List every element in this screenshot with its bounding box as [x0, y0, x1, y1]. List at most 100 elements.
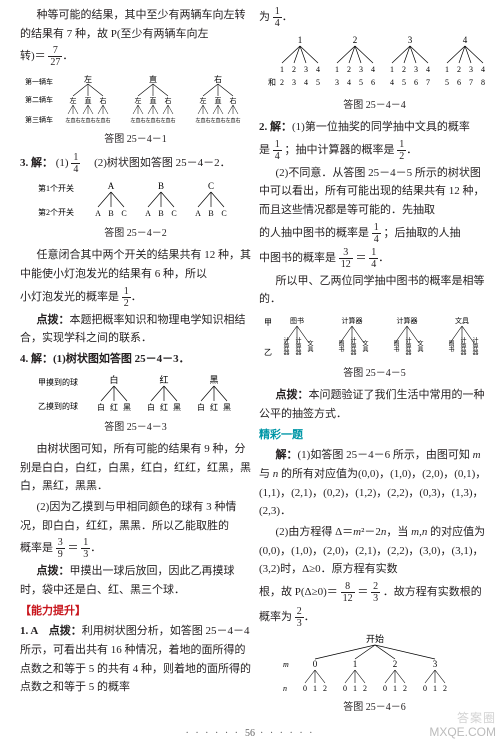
fraction: 12	[122, 286, 131, 309]
svg-text:图书: 图书	[447, 340, 454, 353]
svg-text:直: 直	[85, 96, 92, 105]
t: 的人抽中图书的概率是	[259, 227, 369, 239]
watermark: MXQE.COM	[429, 722, 496, 742]
svg-text:3: 3	[432, 659, 437, 669]
svg-text:2: 2	[392, 659, 397, 669]
page-number: 56	[245, 728, 255, 739]
fraction: 23	[371, 581, 380, 604]
svg-text:2: 2	[352, 35, 357, 45]
svg-text:2: 2	[403, 684, 407, 693]
text: 所以甲、乙两位同学抽中图书的概率是相等的．	[259, 272, 490, 309]
text: 任意闭合其中两个开关的结果共有 12 种，其中能使小灯泡发光的结果有 6 种，所…	[20, 246, 251, 283]
q1: 1. A 点拨：利用树状图分析，如答图 25－4－4 所示，可看出共有 16 种…	[20, 622, 251, 697]
svg-text:图书: 图书	[290, 316, 304, 325]
svg-text:7: 7	[469, 78, 473, 87]
caption: 答图 25－4－5	[259, 365, 490, 382]
t: 转)＝	[20, 50, 46, 62]
t: ．故方程有实数根的	[383, 586, 482, 598]
fraction: 14	[273, 6, 282, 29]
svg-text:红: 红	[210, 402, 218, 412]
text: 的人抽中图书的概率是 14 ；后抽取的人抽	[259, 222, 490, 245]
svg-text:计算器: 计算器	[282, 336, 289, 356]
svg-text:3: 3	[407, 35, 412, 45]
svg-text:C: C	[171, 209, 176, 218]
svg-text:1: 1	[297, 35, 302, 45]
fraction: 727	[48, 45, 62, 68]
svg-text:计算器: 计算器	[294, 336, 301, 356]
page-footer: · · · · · · 56 · · · · · ·	[0, 725, 500, 742]
t: 小灯泡发光的概率是	[20, 291, 119, 303]
fraction: 312	[339, 247, 353, 270]
fraction: 14	[372, 222, 381, 245]
t: ＝	[356, 252, 367, 264]
svg-text:白: 白	[197, 402, 205, 412]
svg-text:计算器: 计算器	[459, 336, 466, 356]
svg-text:白: 白	[147, 402, 155, 412]
text: 转)＝ 727．	[20, 45, 251, 68]
svg-text:文具: 文具	[306, 339, 313, 353]
svg-text:A: A	[95, 209, 101, 218]
tip: 点拨：本问题验证了我们生活中常用的一种公平的抽签方式．	[259, 386, 490, 423]
label: 第一辆车	[25, 77, 53, 86]
label: 第三辆车	[25, 115, 53, 124]
label: 第二辆车	[25, 95, 53, 104]
text: (2)因为乙摸到与甲相同颜色的球有 3 种情况，即白白，红红，黑黑．所以乙能取胜…	[20, 498, 251, 535]
svg-text:右: 右	[165, 96, 172, 105]
svg-text:左: 左	[70, 96, 77, 105]
svg-text:黑: 黑	[123, 403, 131, 412]
svg-text:4: 4	[426, 65, 430, 74]
svg-text:黑: 黑	[223, 403, 231, 412]
svg-text:3: 3	[292, 78, 296, 87]
svg-text:左: 左	[84, 74, 92, 84]
svg-text:计算器: 计算器	[342, 316, 363, 325]
svg-text:第1个开关: 第1个开关	[38, 183, 74, 193]
svg-text:直: 直	[215, 96, 222, 105]
text: 是 14 ；抽中计算器的概率是 12．	[259, 139, 490, 162]
svg-text:1: 1	[390, 65, 394, 74]
svg-text:0: 0	[312, 659, 317, 669]
text: 根，故 P(Δ≥0)＝ 812 ＝ 23 ．故方程有实数根的	[259, 581, 490, 604]
svg-text:甲摸到的球: 甲摸到的球	[38, 377, 78, 387]
svg-text:黑: 黑	[209, 375, 218, 385]
svg-text:左直右: 左直右	[145, 117, 160, 124]
svg-text:C: C	[221, 209, 226, 218]
text: 种等可能的结果，其中至少有两辆车向左转的结果有 7 种，故 P(至少有两辆车向左	[20, 6, 251, 43]
svg-text:2: 2	[292, 65, 296, 74]
svg-text:1: 1	[393, 684, 397, 693]
svg-text:2: 2	[457, 65, 461, 74]
svg-text:2: 2	[347, 65, 351, 74]
svg-text:5: 5	[359, 78, 363, 87]
svg-text:6: 6	[457, 78, 461, 87]
svg-text:2: 2	[443, 684, 447, 693]
svg-text:左直右: 左直右	[80, 117, 95, 124]
svg-text:C: C	[121, 209, 126, 218]
svg-text:红: 红	[110, 402, 118, 412]
svg-text:B: B	[208, 209, 213, 218]
svg-text:右: 右	[100, 96, 107, 105]
text: 概率是 39 ＝ 13．	[20, 537, 251, 560]
svg-text:计算器: 计算器	[349, 336, 356, 356]
t: (2)树状图如答图 25－4－2．	[83, 157, 231, 169]
svg-text:B: B	[158, 209, 163, 218]
t: ；抽中计算器的概率是	[285, 144, 395, 156]
svg-text:m: m	[283, 660, 289, 669]
svg-text:1: 1	[335, 65, 339, 74]
svg-text:图书: 图书	[337, 340, 344, 353]
svg-text:B: B	[157, 181, 163, 191]
svg-text:直: 直	[150, 96, 157, 105]
tip: 点拨：甲摸出一球后放回，因此乙再摸球时，袋中还是白、红、黑三个球．	[20, 562, 251, 599]
svg-text:左直右: 左直右	[225, 117, 240, 124]
tree-diagram-6: 开始 m 0123 n 012 012 012	[259, 633, 490, 695]
fraction: 13	[81, 537, 90, 560]
svg-text:文具: 文具	[455, 316, 469, 325]
svg-text:6: 6	[371, 78, 375, 87]
text: 概率为 23．	[259, 606, 490, 629]
svg-text:乙: 乙	[264, 348, 272, 357]
caption: 答图 25－4－3	[20, 419, 251, 436]
svg-text:A: A	[145, 209, 151, 218]
svg-text:1: 1	[280, 65, 284, 74]
caption: 答图 25－4－4	[259, 97, 490, 114]
svg-text:左直右: 左直右	[160, 117, 175, 124]
svg-text:B: B	[108, 209, 113, 218]
tree-diagram-3: 甲摸到的球 乙摸到的球 白红黑 白红黑 白红黑 白红黑	[20, 373, 251, 415]
